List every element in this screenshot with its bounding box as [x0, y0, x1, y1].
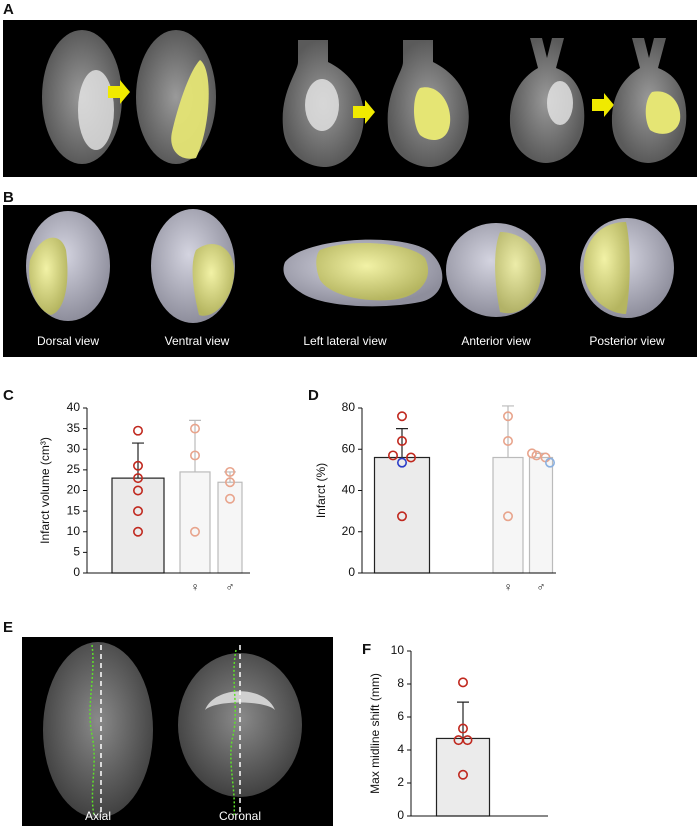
data-point — [225, 493, 236, 504]
error-bar — [189, 419, 201, 472]
bar — [435, 737, 491, 817]
panel-letter: F — [362, 641, 371, 658]
data-point — [133, 425, 144, 436]
bar — [179, 471, 211, 574]
y-tick-label: 25 — [67, 462, 81, 476]
data-point — [405, 452, 416, 463]
data-point — [544, 457, 555, 468]
chart: Infarct volume (cm³) 0 5 10 15 20 25 30 35 40 ♀ ♂ — [38, 400, 250, 594]
y-tick-label: 4 — [397, 742, 404, 756]
y-tick-label: 40 — [67, 400, 81, 414]
data-point — [190, 450, 201, 461]
panel-letter: D — [308, 387, 319, 404]
x-tick-label: ♂ — [226, 580, 235, 594]
data-point — [133, 485, 144, 496]
y-tick-label: 10 — [391, 643, 405, 657]
data-point — [133, 526, 144, 537]
data-point — [396, 411, 407, 422]
data-point — [502, 511, 513, 522]
y-tick-label: 30 — [67, 441, 81, 455]
y-axis-label: Infarct volume (cm³) — [38, 437, 52, 544]
chart: Infarct (%) 0 20 40 60 80 ♀ ♂ — [314, 400, 556, 594]
y-axis-label: Infarct (%) — [314, 463, 328, 518]
y-tick-label: 0 — [73, 565, 80, 579]
error-bar — [132, 442, 144, 479]
data-point — [531, 450, 542, 461]
data-point — [225, 477, 236, 488]
y-tick-label: 35 — [67, 421, 81, 435]
data-point — [502, 411, 513, 422]
y-tick-label: 80 — [342, 400, 356, 414]
y-tick-label: 5 — [73, 545, 80, 559]
data-point — [133, 460, 144, 471]
x-tick-label: ♀ — [191, 580, 200, 594]
data-point — [457, 723, 468, 734]
panel-a-image — [3, 20, 697, 177]
data-point — [396, 457, 407, 468]
error-bar — [502, 405, 514, 458]
data-point — [462, 735, 473, 746]
panel-e-image — [22, 637, 333, 826]
y-tick-label: 0 — [348, 565, 355, 579]
y-tick-label: 8 — [397, 676, 404, 690]
view-label: Posterior view — [589, 334, 665, 348]
data-point — [457, 769, 468, 780]
data-point — [190, 423, 201, 434]
y-tick-label: 40 — [342, 483, 356, 497]
panel-letter: B — [3, 189, 14, 206]
data-point — [502, 435, 513, 446]
bar — [111, 477, 165, 574]
x-tick-label: ♂ — [537, 580, 546, 594]
x-tick-label: ♀ — [504, 580, 513, 594]
y-axis-label: Max midline shift (mm) — [368, 673, 382, 794]
panel-letter: A — [3, 1, 14, 18]
data-point — [225, 466, 236, 477]
y-tick-label: 2 — [397, 775, 404, 789]
bar — [492, 456, 524, 574]
bar — [528, 456, 554, 574]
chart: Max midline shift (mm) 0 2 4 6 8 10 — [368, 643, 548, 822]
y-tick-label: 0 — [397, 808, 404, 822]
panel-letter: E — [3, 619, 13, 636]
bar — [373, 456, 431, 574]
data-point — [133, 506, 144, 517]
y-tick-label: 20 — [67, 483, 81, 497]
panel-letter: C — [3, 387, 14, 404]
view-label: Coronal — [219, 809, 261, 823]
error-bar — [396, 428, 408, 458]
y-tick-label: 6 — [397, 709, 404, 723]
data-point — [396, 435, 407, 446]
view-label: Ventral view — [165, 334, 230, 348]
view-label: Axial — [85, 809, 111, 823]
y-tick-label: 10 — [67, 524, 81, 538]
view-label: Left lateral view — [303, 334, 387, 348]
y-tick-label: 60 — [342, 441, 356, 455]
y-tick-label: 15 — [67, 503, 81, 517]
view-label: Dorsal view — [37, 334, 99, 348]
bar — [217, 481, 243, 574]
panel-b-image — [3, 205, 697, 357]
data-point — [133, 473, 144, 484]
data-point — [396, 511, 407, 522]
data-point — [457, 677, 468, 688]
data-point — [190, 526, 201, 537]
y-tick-label: 20 — [342, 524, 356, 538]
view-label: Anterior view — [461, 334, 531, 348]
data-point — [387, 450, 398, 461]
